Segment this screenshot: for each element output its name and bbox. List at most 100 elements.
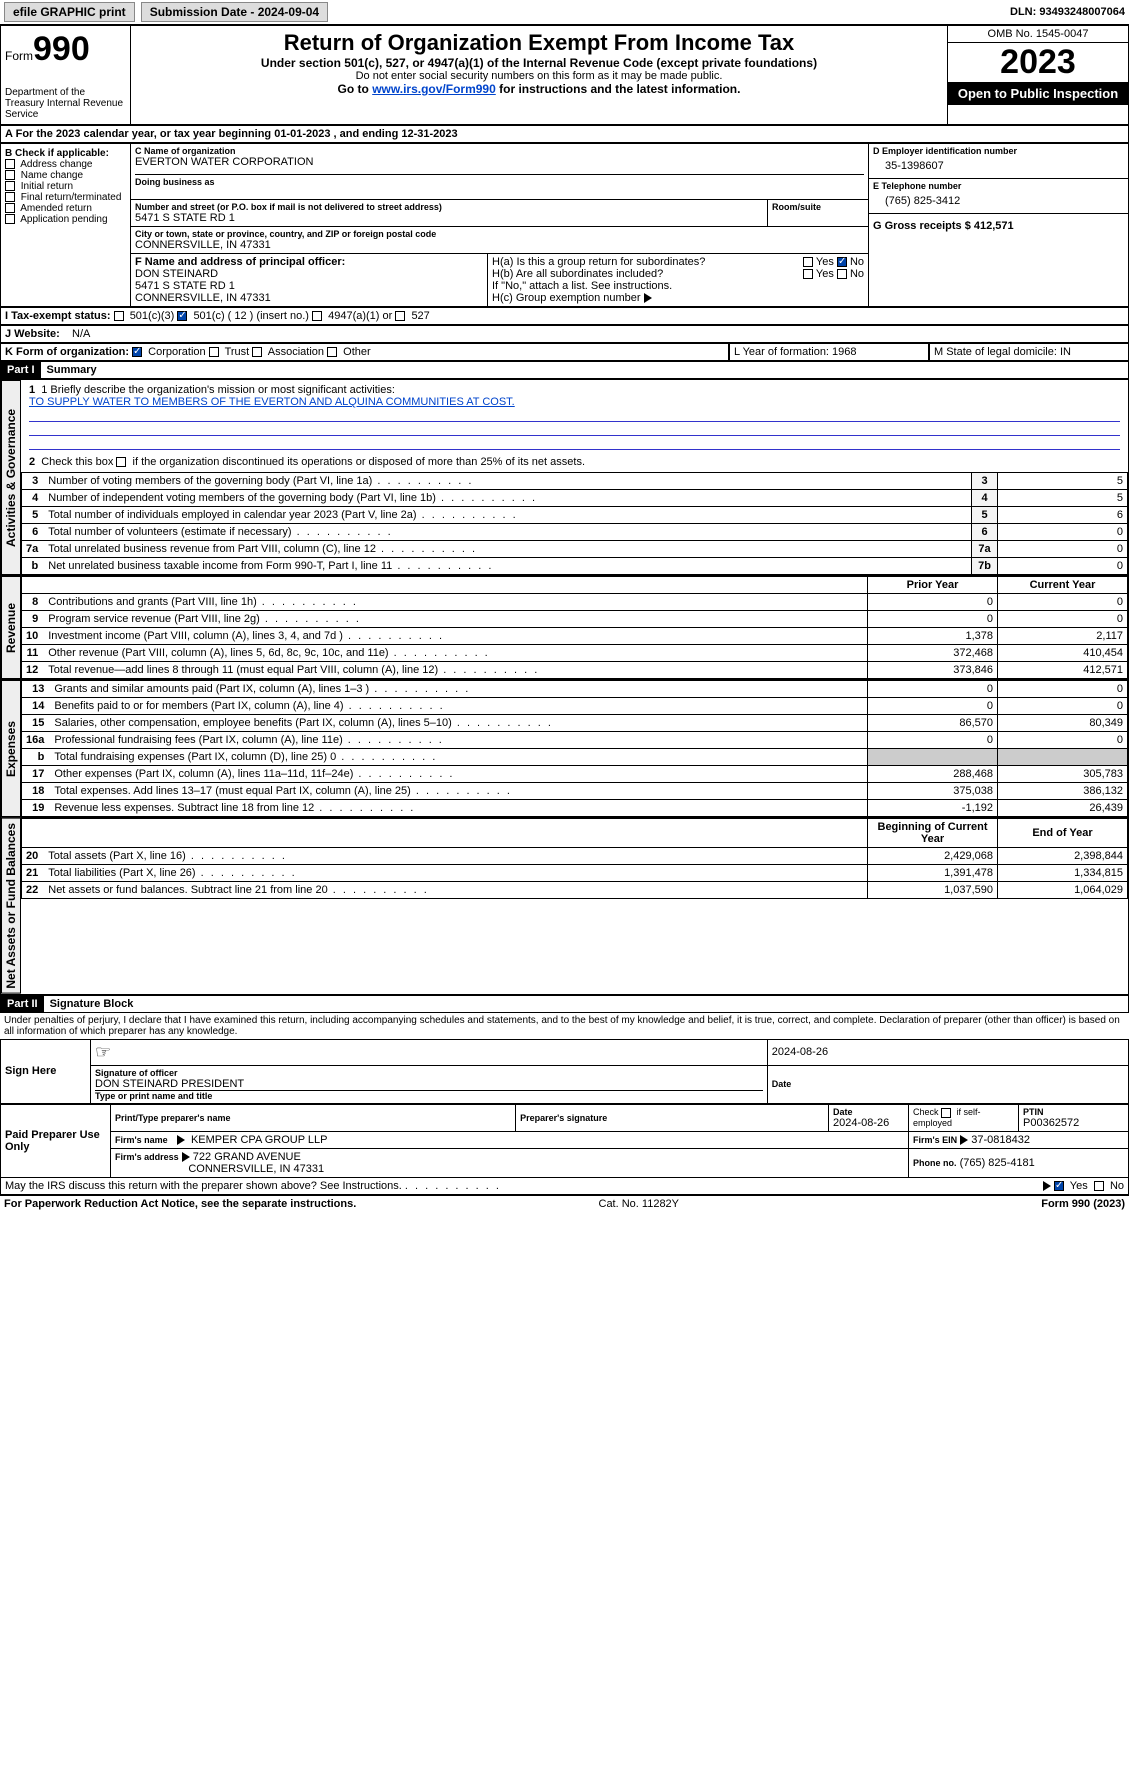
form-number: 990 <box>33 30 90 68</box>
form-subtitle-3: Go to www.irs.gov/Form990 for instructio… <box>137 82 941 96</box>
sign-here-table: Sign Here ☞ 2024-08-26 Signature of offi… <box>0 1039 1129 1104</box>
org-name: EVERTON WATER CORPORATION <box>135 156 864 168</box>
other-checkbox[interactable] <box>327 347 337 357</box>
firm-phone: (765) 825-4181 <box>960 1157 1035 1169</box>
vlabel-gov: Activities & Governance <box>1 380 21 575</box>
part2-header: Part II <box>1 996 44 1012</box>
table-row: 8Contributions and grants (Part VIII, li… <box>22 594 1128 611</box>
ein-label: D Employer identification number <box>873 146 1124 156</box>
paid-preparer-label: Paid Preparer Use Only <box>1 1104 111 1177</box>
officer-city: CONNERSVILLE, IN 47331 <box>135 292 483 304</box>
ein-value: 35-1398607 <box>873 156 1124 176</box>
room-label: Room/suite <box>772 202 864 212</box>
box-b-item: Address change <box>5 159 126 170</box>
q1-label: 1 1 Briefly describe the organization's … <box>29 384 1120 396</box>
officer-signature: DON STEINARD PRESIDENT <box>95 1078 763 1090</box>
table-row: 10Investment income (Part VIII, column (… <box>22 628 1128 645</box>
firm-address-1: 722 GRAND AVENUE <box>193 1151 301 1163</box>
trust-checkbox[interactable] <box>209 347 219 357</box>
instructions-link[interactable]: www.irs.gov/Form990 <box>372 82 496 96</box>
box-b-item: Initial return <box>5 181 126 192</box>
preparer-table: Paid Preparer Use Only Print/Type prepar… <box>0 1104 1129 1178</box>
hb-no-checkbox[interactable] <box>837 269 847 279</box>
table-header-row: Beginning of Current YearEnd of Year <box>22 819 1128 848</box>
assoc-checkbox[interactable] <box>252 347 262 357</box>
firm-ein: 37-0818432 <box>971 1134 1030 1146</box>
501c3-checkbox[interactable] <box>114 311 124 321</box>
527-checkbox[interactable] <box>395 311 405 321</box>
city-label: City or town, state or province, country… <box>135 229 864 239</box>
form-prefix: Form <box>5 49 33 63</box>
type-name-label: Type or print name and title <box>95 1090 763 1101</box>
form-subtitle-2: Do not enter social security numbers on … <box>137 70 941 82</box>
ha-no-checkbox[interactable] <box>837 257 847 267</box>
table-row: 12Total revenue—add lines 8 through 11 (… <box>22 662 1128 679</box>
hb-row: H(b) Are all subordinates included? Yes … <box>492 268 864 280</box>
4947-checkbox[interactable] <box>312 311 322 321</box>
table-row: 6Total number of volunteers (estimate if… <box>22 524 1128 541</box>
arrow-icon <box>644 293 652 303</box>
table-row: 13Grants and similar amounts paid (Part … <box>22 681 1128 698</box>
mission-text: TO SUPPLY WATER TO MEMBERS OF THE EVERTO… <box>29 396 1120 408</box>
dln: DLN: 93493248007064 <box>1010 6 1125 18</box>
table-row: 22Net assets or fund balances. Subtract … <box>22 882 1128 899</box>
street-label: Number and street (or P.O. box if mail i… <box>135 202 763 212</box>
table-row: bNet unrelated business taxable income f… <box>22 558 1128 575</box>
ha-row: H(a) Is this a group return for subordin… <box>492 256 864 268</box>
table-row: 9Program service revenue (Part VIII, lin… <box>22 611 1128 628</box>
city: CONNERSVILLE, IN 47331 <box>135 239 864 251</box>
firm-name: KEMPER CPA GROUP LLP <box>191 1134 328 1146</box>
vlabel-net: Net Assets or Fund Balances <box>1 818 21 994</box>
ha-yes-checkbox[interactable] <box>803 257 813 267</box>
table-row: 4Number of independent voting members of… <box>22 490 1128 507</box>
box-b-checkbox[interactable] <box>5 192 15 202</box>
submission-date: Submission Date - 2024-09-04 <box>141 2 328 22</box>
box-b-checkbox[interactable] <box>5 214 15 224</box>
box-b-item: Name change <box>5 170 126 181</box>
website-label: J Website: <box>5 328 60 340</box>
table-header-row: Prior YearCurrent Year <box>22 577 1128 594</box>
box-b-checkbox[interactable] <box>5 181 15 191</box>
table-row: 16aProfessional fundraising fees (Part I… <box>22 732 1128 749</box>
form-subtitle-1: Under section 501(c), 527, or 4947(a)(1)… <box>137 56 941 70</box>
table-row: 7aTotal unrelated business revenue from … <box>22 541 1128 558</box>
revenue-table: Prior YearCurrent Year8Contributions and… <box>21 576 1128 679</box>
phone-value: (765) 825-3412 <box>873 191 1124 211</box>
501c-checkbox[interactable] <box>177 311 187 321</box>
table-row: 15Salaries, other compensation, employee… <box>22 715 1128 732</box>
page-footer: For Paperwork Reduction Act Notice, see … <box>0 1195 1129 1212</box>
discuss-yes-checkbox[interactable] <box>1054 1181 1064 1191</box>
street: 5471 S STATE RD 1 <box>135 212 763 224</box>
part1-header: Part I <box>1 362 41 378</box>
table-row: 19Revenue less expenses. Subtract line 1… <box>22 800 1128 817</box>
table-row: bTotal fundraising expenses (Part IX, co… <box>22 749 1128 766</box>
gross-receipts: G Gross receipts $ 412,571 <box>873 220 1124 232</box>
table-row: 14Benefits paid to or for members (Part … <box>22 698 1128 715</box>
penalty-text: Under penalties of perjury, I declare th… <box>0 1013 1129 1039</box>
officer-label: F Name and address of principal officer: <box>135 256 483 268</box>
omb-number: OMB No. 1545-0047 <box>948 26 1128 43</box>
form-title: Return of Organization Exempt From Incom… <box>137 30 941 56</box>
self-employed-checkbox[interactable] <box>941 1108 951 1118</box>
discuss-no-checkbox[interactable] <box>1094 1181 1104 1191</box>
box-b-checkbox[interactable] <box>5 170 15 180</box>
governance-table: 3Number of voting members of the governi… <box>21 472 1128 575</box>
vlabel-rev: Revenue <box>1 576 21 679</box>
table-row: 5Total number of individuals employed in… <box>22 507 1128 524</box>
hc-row: H(c) Group exemption number <box>492 292 864 304</box>
table-row: 11Other revenue (Part VIII, column (A), … <box>22 645 1128 662</box>
website-value: N/A <box>72 328 90 340</box>
efile-button[interactable]: efile GRAPHIC print <box>4 2 135 22</box>
table-row: 20Total assets (Part X, line 16)2,429,06… <box>22 848 1128 865</box>
table-row: 3Number of voting members of the governi… <box>22 473 1128 490</box>
box-b-checkbox[interactable] <box>5 159 15 169</box>
corp-checkbox[interactable] <box>132 347 142 357</box>
box-b-checkbox[interactable] <box>5 203 15 213</box>
table-row: 18Total expenses. Add lines 13–17 (must … <box>22 783 1128 800</box>
vlabel-exp: Expenses <box>1 680 21 817</box>
q2-checkbox[interactable] <box>116 457 126 467</box>
firm-address-2: CONNERSVILLE, IN 47331 <box>188 1163 324 1175</box>
officer-street: 5471 S STATE RD 1 <box>135 280 483 292</box>
tax-year: 2023 <box>948 43 1128 82</box>
hb-yes-checkbox[interactable] <box>803 269 813 279</box>
